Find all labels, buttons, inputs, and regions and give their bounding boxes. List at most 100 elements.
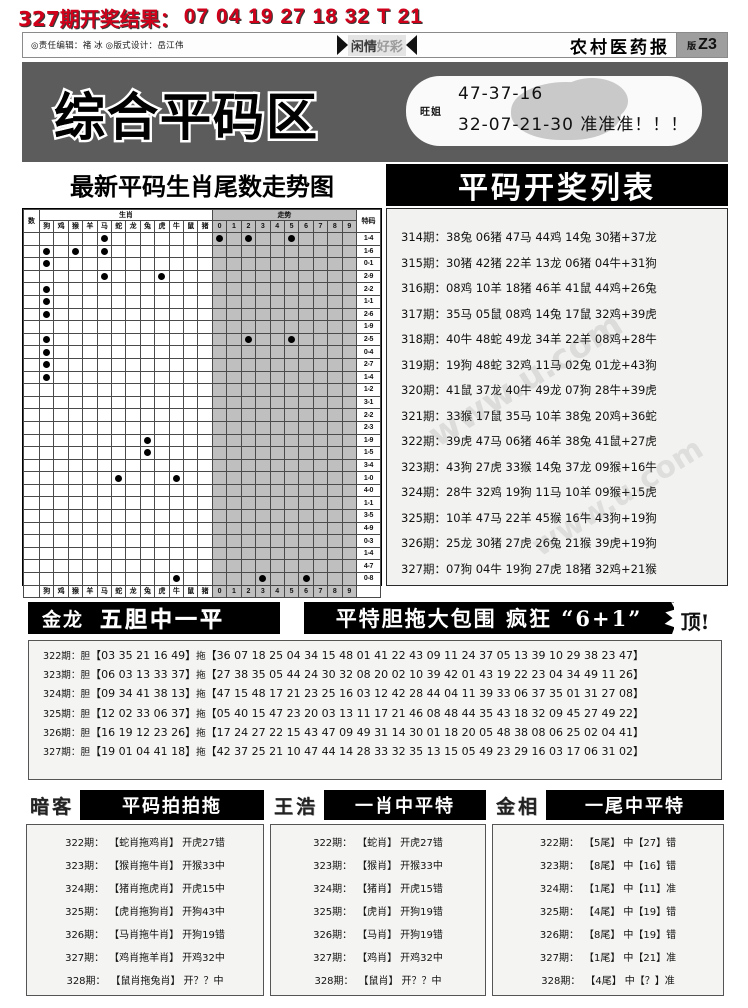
trend-cell-zodiac — [82, 408, 98, 422]
trend-cell-tail — [312, 496, 329, 511]
trend-row: 1-1 — [23, 294, 381, 309]
bottom-columns: 暗客 平码拍拍拖 322期： 【蛇肖拖鸡肖】 开虎27错 323期： 【猴肖拖牛肖】 开猴… — [22, 788, 728, 1000]
trend-cell-zodiac — [53, 458, 69, 473]
zodiac-header-猴: 猴 — [67, 220, 84, 233]
trend-cell-tail — [327, 320, 343, 334]
trend-cell-tail — [327, 471, 343, 485]
trend-header-0: 0 — [211, 584, 228, 598]
bottom-row-period: 323期： — [313, 861, 353, 872]
trend-cell-zodiac — [168, 483, 185, 498]
trend-cell-zodiac — [96, 320, 113, 334]
zodiac-header-虎: 虎 — [154, 220, 170, 233]
trend-cell-tail — [211, 232, 228, 246]
trend-cell-zodiac — [139, 559, 156, 574]
trend-row-index — [23, 446, 40, 460]
trend-cell-zodiac — [168, 546, 185, 561]
trend-cell-tail — [341, 534, 358, 548]
trend-cell-zodiac — [168, 420, 185, 435]
trend-cell-zodiac — [53, 370, 69, 385]
trend-cell-zodiac — [82, 559, 98, 574]
trend-cell-zodiac — [139, 446, 156, 460]
trend-cell-zodiac — [168, 244, 185, 259]
trend-cell-zodiac — [139, 294, 156, 309]
trend-cell-tail — [327, 534, 343, 548]
trend-cell-tail — [298, 559, 314, 574]
trend-cell-zodiac — [125, 345, 141, 359]
trend-cell-tail — [226, 370, 242, 385]
bubble-blob-decor-2 — [556, 78, 628, 124]
group-header-special: 特码 — [356, 209, 381, 233]
trend-cell-tail — [312, 509, 329, 523]
trend-cell-tail — [312, 534, 329, 548]
trend-cell-zodiac — [183, 546, 199, 561]
jinlong-row: 324期： 胆 【09 34 41 38 13】 拖 【47 15 48 17 … — [29, 684, 721, 703]
trend-cell-tail — [312, 408, 329, 422]
draw-result-numbers: 07 04 19 27 18 32 T 21 — [183, 5, 423, 28]
bottom-row-result: 开猴33中 — [182, 861, 225, 872]
bottom-column-2-tag: 一肖中平特 — [324, 790, 486, 820]
trend-cell-zodiac — [111, 433, 127, 448]
bottom-row: 325期： 【虎肖】 开狗19错 — [271, 899, 485, 922]
trend-cell-zodiac — [168, 496, 185, 511]
bottom-row-period: 326期： — [539, 930, 579, 941]
trend-cell-zodiac — [125, 383, 141, 397]
trend-cell-zodiac — [197, 320, 213, 334]
trend-cell-zodiac — [82, 446, 98, 460]
bottom-row-result: 中【？】准 — [624, 976, 675, 987]
trend-cell-special: 1-1 — [356, 294, 381, 309]
trend-cell-tail — [298, 357, 314, 372]
trend-cell-zodiac — [139, 269, 156, 284]
zodiac-header-兔: 兔 — [139, 220, 156, 233]
trend-cell-tail — [269, 433, 285, 448]
trend-cell-tail — [327, 244, 343, 259]
trend-cell-tail — [341, 269, 358, 284]
group-header-num: 数 — [23, 209, 40, 233]
trend-cell-tail — [298, 257, 314, 271]
trend-cell-tail — [211, 521, 228, 536]
trend-cell-zodiac — [139, 257, 156, 271]
bottom-row-period: 325期： — [539, 907, 579, 918]
trend-cell-zodiac — [197, 294, 213, 309]
trend-cell-tail — [312, 307, 329, 322]
trend-header-3: 3 — [255, 220, 271, 233]
trend-cell-zodiac — [168, 521, 185, 536]
trend-row-index — [23, 433, 40, 448]
trend-cell-zodiac — [168, 446, 185, 460]
trend-cell-zodiac — [67, 559, 84, 574]
trend-cell-zodiac — [125, 320, 141, 334]
trend-cell-zodiac — [183, 534, 199, 548]
trend-header-7: 7 — [312, 584, 329, 598]
jinlong-row-dan-label: 胆 — [80, 747, 91, 759]
trend-table-body: 1-4 1-6 0-1 2-9 2-2 1-1 2-6 1-9 2-5 0-4 2-7 1-4 1-2 3… — [23, 232, 381, 586]
trend-header-6: 6 — [298, 584, 314, 598]
trend-cell-zodiac — [111, 370, 127, 385]
trend-cell-tail — [211, 282, 228, 296]
bottom-row-result: 开鸡32中 — [400, 953, 443, 964]
trend-cell-tail — [269, 509, 285, 523]
bottom-row-period: 328期： — [541, 976, 581, 987]
jinlong-row-dan-label: 胆 — [80, 650, 91, 662]
trend-cell-zodiac — [197, 307, 213, 322]
trend-cell-zodiac — [38, 232, 55, 246]
jinlong-row: 323期： 胆 【06 03 13 33 37】 拖 【27 38 35 05 … — [29, 664, 721, 683]
trend-cell-tail — [341, 357, 358, 372]
trend-cell-tail — [283, 534, 300, 548]
jinlong-headline-block: 平特胆拖大包围 疯狂 “6+1” — [304, 602, 674, 634]
mark-dot-icon — [172, 474, 180, 482]
trend-cell-zodiac — [82, 509, 98, 523]
bottom-column-1: 暗客 平码拍拍拖 322期： 【蛇肖拖鸡肖】 开虎27错 323期： 【猴肖拖牛肖】 开猴… — [26, 788, 264, 1000]
trend-cell-zodiac — [96, 232, 113, 246]
trend-cell-tail — [312, 458, 329, 473]
mark-dot-icon — [144, 449, 152, 457]
trend-cell-tail — [283, 244, 300, 259]
trend-cell-zodiac — [154, 357, 170, 372]
trend-cell-tail — [341, 509, 358, 523]
bottom-row: 327期： 【鸡肖】 开鸡32中 — [271, 945, 485, 968]
trend-cell-tail — [312, 370, 329, 385]
trend-cell-zodiac — [111, 546, 127, 561]
trend-cell-zodiac — [183, 521, 199, 536]
trend-row: 1-9 — [23, 320, 381, 334]
group-header-zodiac: 生肖 — [39, 209, 213, 221]
zodiac-header-鸡: 鸡 — [53, 220, 69, 233]
trend-cell-special: 1-1 — [356, 496, 381, 511]
